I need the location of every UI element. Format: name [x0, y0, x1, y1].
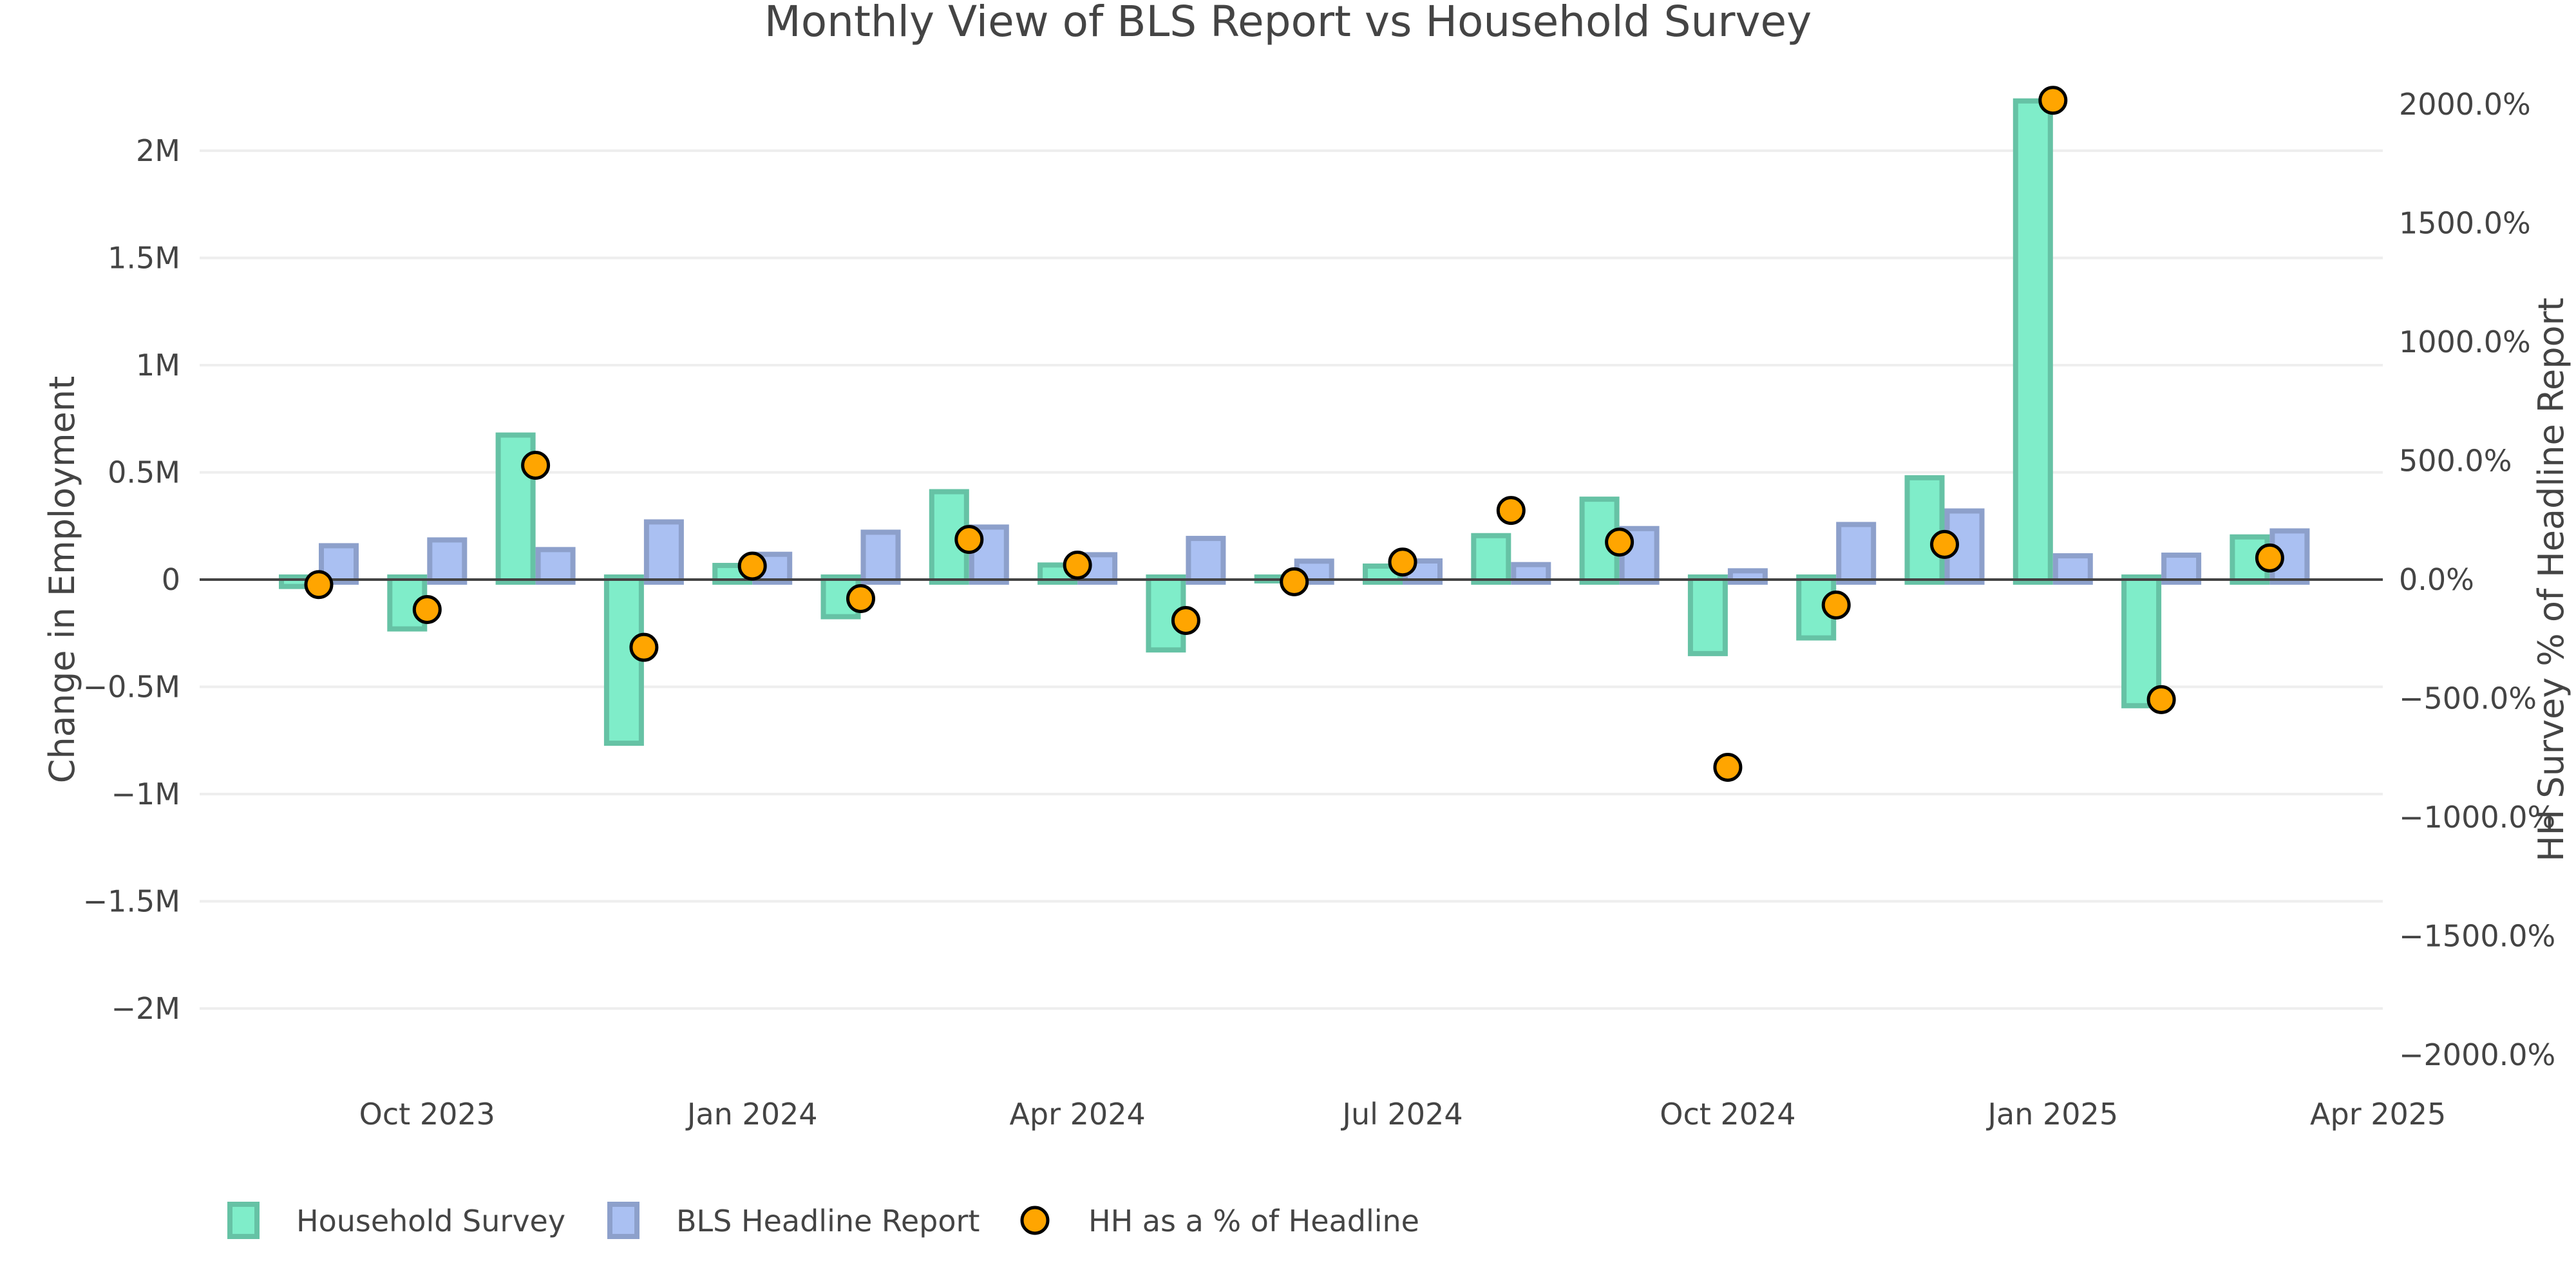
bls-bar: [535, 547, 576, 585]
pct-point: [2255, 543, 2284, 573]
legend-marker-pct: [1020, 1206, 1050, 1235]
household-bar: [1579, 497, 1620, 585]
household-bar: [603, 574, 644, 746]
pct-point: [737, 551, 767, 581]
x-tick-label: Jan 2025: [1985, 1097, 2118, 1132]
y-tick-label: 0.5M: [108, 455, 180, 490]
pct-point: [1496, 496, 1526, 526]
y2-tick-label: 0.0%: [2399, 562, 2474, 597]
y2-tick-label: 500.0%: [2399, 444, 2512, 478]
pct-point: [1280, 567, 1309, 596]
pct-point: [304, 570, 334, 600]
x-axis-ticks: Oct 2023 Jan 2024 Apr 2024 Jul 2024 Oct 2024…: [359, 1097, 2447, 1132]
y2-tick-label: 1500.0%: [2399, 206, 2531, 241]
pct-point: [1063, 550, 1092, 580]
y2-tick-label: −1500.0%: [2399, 919, 2555, 954]
pct-point: [629, 632, 659, 662]
y-axis-title: Change in Employment: [42, 376, 82, 784]
y-axis-ticks: 2M 1.5M 1M 0.5M 0 −0.5M −1M −1.5M −2M: [83, 133, 180, 1026]
y-tick-label: −0.5M: [83, 670, 180, 705]
legend-label-bls: BLS Headline Report: [676, 1204, 980, 1238]
pct-point: [1388, 547, 1417, 577]
household-bar: [2012, 98, 2053, 585]
bls-bar: [1836, 522, 1877, 585]
y2-tick-label: 1000.0%: [2399, 325, 2531, 359]
legend-item-household[interactable]: Household Survey: [227, 1202, 565, 1239]
x-tick-label: Jul 2024: [1340, 1097, 1463, 1132]
household-bar: [2121, 574, 2162, 708]
y2-tick-label: −2000.0%: [2399, 1037, 2555, 1072]
household-bar: [1471, 533, 1511, 585]
y-tick-label: 1M: [136, 348, 180, 383]
legend-item-bls[interactable]: BLS Headline Report: [607, 1202, 980, 1239]
pct-point: [2146, 685, 2176, 714]
x-tick-label: Oct 2024: [1660, 1097, 1795, 1132]
x-tick-label: Apr 2025: [2310, 1097, 2446, 1132]
y-tick-label: −2M: [111, 991, 181, 1026]
x-tick-label: Apr 2024: [1009, 1097, 1145, 1132]
y-tick-label: −1M: [111, 777, 181, 811]
y2-axis-ticks: 2000.0% 1500.0% 1000.0% 500.0% 0.0% −500.0% −1…: [2399, 87, 2555, 1072]
bls-bar: [643, 519, 684, 585]
pct-point: [954, 525, 984, 554]
y2-tick-label: −1000.0%: [2399, 800, 2555, 835]
chart-title: Monthly View of BLS Report vs Household …: [764, 0, 1812, 46]
y2-axis-title: HH Survey % of Headline Report: [2531, 298, 2571, 862]
legend-label-pct: HH as a % of Headline: [1088, 1204, 1419, 1238]
pct-point: [1821, 590, 1851, 620]
bls-bar: [427, 537, 468, 585]
pct-point: [846, 584, 875, 614]
bars: [279, 98, 2310, 746]
gridlines: [200, 149, 2383, 1010]
legend-item-pct[interactable]: HH as a % of Headline: [1020, 1204, 1419, 1238]
pct-point: [1713, 753, 1743, 782]
bls-bar: [2161, 553, 2202, 585]
y2-tick-label: 2000.0%: [2399, 87, 2531, 122]
pct-point: [521, 451, 551, 480]
household-bar: [1904, 475, 1945, 585]
y-tick-label: 0: [162, 562, 180, 597]
bls-bar: [1186, 536, 1226, 585]
pct-point: [1605, 527, 1634, 557]
bls-bar: [860, 529, 901, 585]
pct-point: [1930, 529, 1959, 559]
legend: Household Survey BLS Headline Report HH …: [227, 1202, 1419, 1239]
pct-point: [2038, 86, 2068, 115]
y-tick-label: 2M: [136, 133, 180, 168]
legend-label-household: Household Survey: [296, 1204, 565, 1238]
pct-point: [1171, 605, 1200, 635]
pct-point: [412, 594, 442, 624]
legend-swatch-bls: [607, 1202, 639, 1239]
y2-tick-label: −500.0%: [2399, 681, 2537, 716]
points: [304, 86, 2284, 782]
legend-swatch-household: [227, 1202, 260, 1239]
x-tick-label: Oct 2023: [359, 1097, 495, 1132]
y-tick-label: −1.5M: [83, 884, 180, 919]
bls-bar: [2052, 553, 2093, 585]
y-tick-label: 1.5M: [108, 241, 180, 276]
x-tick-label: Jan 2024: [685, 1097, 818, 1132]
household-bar: [1687, 574, 1728, 656]
